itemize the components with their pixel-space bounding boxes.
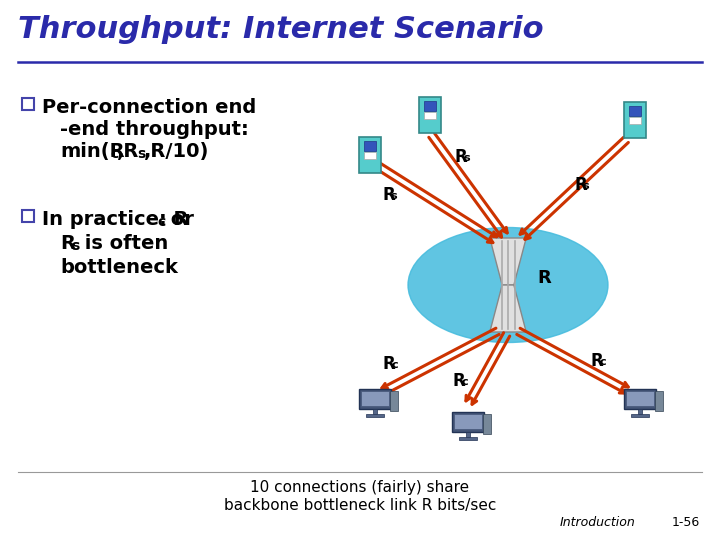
Bar [419,97,441,133]
Bar [466,431,470,437]
Text: or: or [164,210,194,229]
Text: c: c [600,357,606,367]
Text: R: R [455,148,468,166]
Bar [424,100,436,111]
Text: 1-56: 1-56 [672,516,700,529]
Bar [361,391,389,406]
Bar [359,389,391,409]
Bar [626,391,654,406]
Text: R: R [383,355,396,373]
Bar [364,140,376,151]
Text: Per-connection end: Per-connection end [42,98,256,117]
Text: bottleneck: bottleneck [60,258,178,277]
Bar [22,98,34,110]
Text: Throughput: Internet Scenario: Throughput: Internet Scenario [18,15,544,44]
Bar [629,118,641,124]
Text: c: c [462,377,468,387]
Bar [359,137,381,173]
Bar [373,409,377,414]
Bar [629,106,641,116]
Text: s: s [137,147,145,161]
Bar [624,102,646,138]
Text: Introduction: Introduction [560,516,636,529]
Text: s: s [582,181,589,191]
Bar [654,391,662,410]
Text: -end throughput:: -end throughput: [60,120,248,139]
Text: c: c [392,360,398,370]
Text: In practice: R: In practice: R [42,210,189,229]
Polygon shape [490,238,526,285]
Text: c: c [110,147,118,161]
Bar [459,437,477,440]
Text: R: R [537,269,551,287]
Bar [22,210,34,222]
Text: R: R [453,372,466,390]
Text: s: s [464,153,470,163]
Text: R: R [591,352,604,370]
Text: s: s [71,239,79,253]
Polygon shape [490,285,526,332]
Text: R: R [574,176,587,194]
Bar [390,391,397,410]
Text: backbone bottleneck link R bits/sec: backbone bottleneck link R bits/sec [224,498,496,513]
Text: R: R [60,234,75,253]
Bar [452,412,484,431]
Text: c: c [157,215,166,229]
Ellipse shape [408,227,608,342]
Text: ,R: ,R [117,142,140,161]
Bar [624,389,656,409]
Text: 10 connections (fairly) share: 10 connections (fairly) share [251,480,469,495]
Bar [454,414,482,429]
Text: ,R/10): ,R/10) [144,142,210,161]
Text: min(R: min(R [60,142,125,161]
Bar [424,112,436,119]
Bar [364,152,376,159]
Bar [366,414,384,416]
Bar [631,414,649,416]
Text: s: s [391,191,397,201]
Bar [638,409,642,414]
Bar [482,414,490,434]
Text: is often: is often [78,234,168,253]
Text: R: R [382,186,395,204]
